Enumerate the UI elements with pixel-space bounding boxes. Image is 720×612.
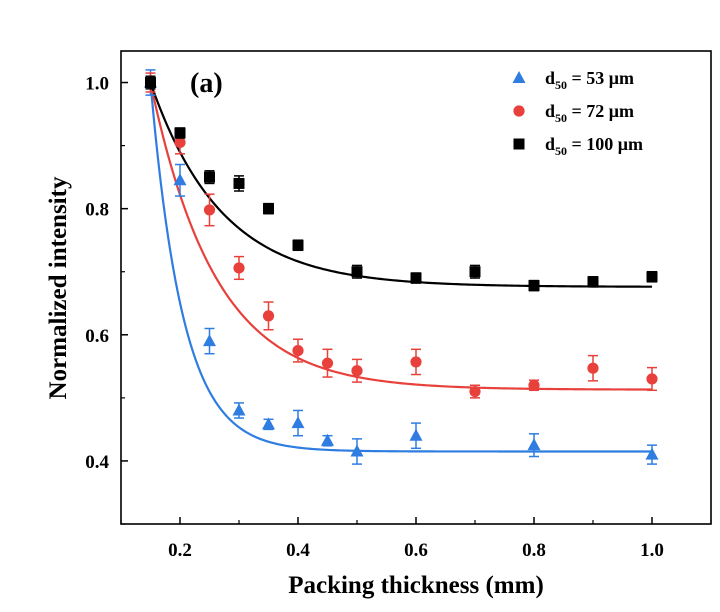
data-point [646,373,658,385]
x-axis-title: Packing thickness (mm) [288,572,544,599]
data-point [262,310,275,322]
fit-curve [149,82,652,391]
x-tick-label: 1.0 [640,540,664,561]
data-point [174,136,186,149]
data-point [528,379,540,391]
data-point [351,365,363,377]
panel-label: (a) [190,68,223,99]
data-point [233,177,245,189]
data-point [174,127,186,139]
legend-marker [512,71,526,83]
data-point [527,438,541,451]
fit-curve [149,82,652,453]
y-tick-label: 0.6 [85,326,109,347]
data-point [292,344,304,357]
data-point [203,204,216,216]
data-point [173,173,187,186]
data-point [145,77,156,89]
data-point [204,171,215,183]
data-point [291,416,305,429]
data-point [410,356,422,368]
data-point [469,266,481,278]
x-tick-label: 0.2 [168,540,192,561]
data-point [587,362,599,374]
x-tick-label: 0.6 [404,540,428,561]
data-point [587,276,599,288]
data-point [351,266,363,278]
y-tick-label: 0.8 [85,200,109,221]
x-tick-label: 0.8 [522,540,546,561]
fit-curve [149,82,653,288]
data-point [233,262,245,274]
data-point [232,403,246,416]
data-point [292,239,304,251]
y-tick-label: 0.4 [85,452,109,473]
legend: d50 = 53 μm d50 = 72 μm d50 = 100 μm [512,68,643,158]
data-point [646,271,658,283]
data-point [645,447,659,460]
y-axis-title: Normalized intensity [45,176,72,399]
legend-label: d50 = 100 μm [545,134,643,158]
data-point [203,334,216,347]
data-point [321,357,334,369]
legend-marker [513,105,525,117]
legend-marker [513,138,525,150]
data-point [263,203,274,215]
data-point [469,385,481,398]
data-point [350,444,364,457]
data-point [528,280,540,292]
data-point [409,428,423,441]
data-point [321,433,334,446]
data-point [410,272,422,284]
data-point [262,417,275,430]
legend-label: d50 = 53 μm [545,68,634,92]
x-tick-label: 0.4 [286,540,310,561]
legend-label: d50 = 72 μm [545,101,634,125]
y-tick-label: 1.0 [85,74,109,95]
